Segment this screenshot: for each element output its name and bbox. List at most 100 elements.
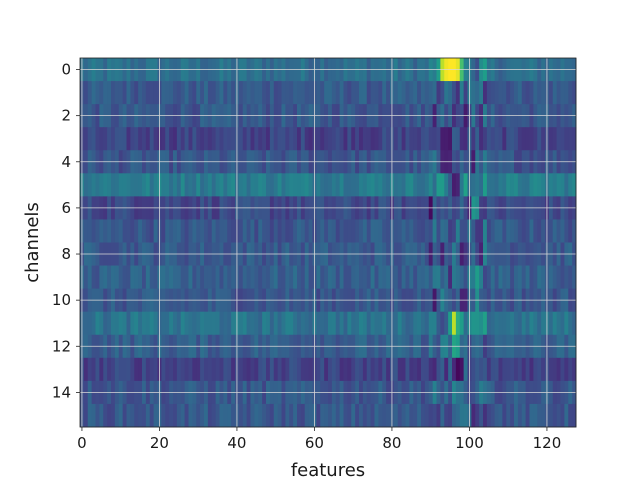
heatmap-cell — [324, 357, 329, 382]
heatmap-cell — [184, 357, 189, 382]
heatmap-cell — [250, 81, 255, 105]
heatmap-cell — [297, 219, 302, 243]
heatmap-cell — [250, 357, 255, 382]
heatmap-cell — [548, 81, 554, 105]
heatmap-cell — [343, 403, 348, 428]
heatmap-cell — [483, 265, 488, 290]
heatmap-cell — [316, 357, 321, 382]
heatmap-cell — [339, 265, 344, 290]
heatmap-cell — [215, 403, 220, 428]
heatmap-cell — [281, 403, 286, 428]
heatmap-cell — [207, 219, 213, 243]
heatmap-cell — [444, 311, 449, 336]
heatmap-cell — [281, 311, 286, 336]
heatmap-cell — [281, 127, 286, 151]
heatmap-cell — [339, 219, 344, 243]
heatmap-cell — [83, 81, 89, 105]
heatmap-cell — [188, 81, 193, 105]
heatmap-cell — [335, 357, 341, 382]
heatmap-cell — [254, 403, 259, 428]
heatmap-cell — [99, 81, 104, 105]
heatmap-cell — [103, 265, 108, 290]
heatmap-cell — [145, 173, 151, 197]
heatmap-cell — [142, 81, 147, 105]
heatmap-cell — [281, 265, 286, 290]
heatmap-cell — [421, 357, 426, 382]
heatmap-cell — [266, 127, 271, 151]
heatmap-cell — [328, 357, 333, 382]
heatmap-cell — [483, 219, 488, 243]
heatmap-cell — [149, 357, 155, 382]
heatmap-cell — [343, 173, 348, 197]
heatmap-cell — [231, 311, 236, 336]
heatmap-cell — [405, 311, 410, 336]
heatmap-cell — [204, 219, 209, 243]
heatmap-cell — [424, 81, 430, 105]
heatmap-cell — [471, 311, 476, 336]
heatmap-cell — [176, 173, 182, 197]
heatmap-cell — [541, 127, 546, 151]
heatmap-cell — [130, 127, 135, 151]
heatmap-cell — [215, 127, 220, 151]
heatmap-cell — [483, 311, 488, 336]
heatmap-cell — [254, 357, 259, 382]
heatmap-cell — [440, 265, 445, 290]
heatmap-cell — [269, 173, 275, 197]
heatmap-cell — [359, 81, 364, 105]
heatmap-cell — [572, 403, 577, 428]
heatmap-cell — [122, 265, 127, 290]
x-tick-label: 40 — [227, 434, 246, 452]
heatmap-cell — [238, 81, 244, 105]
heatmap-cell — [409, 219, 414, 243]
heatmap-cell — [266, 403, 271, 428]
heatmap-cell — [440, 127, 445, 151]
heatmap-cell — [103, 173, 108, 197]
heatmap-cell — [564, 403, 569, 428]
heatmap-cell — [386, 403, 391, 428]
heatmap-cell — [250, 311, 255, 336]
heatmap-cell — [533, 403, 538, 428]
heatmap-cell — [180, 219, 186, 243]
heatmap-cell — [417, 357, 422, 382]
heatmap-cell — [370, 127, 375, 151]
heatmap-cell — [483, 403, 488, 428]
heatmap-cell — [219, 219, 224, 243]
heatmap-cell — [405, 265, 410, 290]
heatmap-cell — [149, 265, 155, 290]
heatmap-cell — [331, 127, 337, 151]
heatmap-cell — [114, 403, 120, 428]
heatmap-cell — [138, 265, 143, 290]
heatmap-cell — [184, 81, 189, 105]
heatmap-cell — [328, 81, 333, 105]
heatmap-cell — [502, 403, 507, 428]
heatmap-cell — [161, 173, 166, 197]
heatmap-cell — [401, 219, 406, 243]
heatmap-cell — [343, 127, 348, 151]
heatmap-cell — [525, 219, 530, 243]
heatmap-cell — [397, 357, 403, 382]
heatmap-cell — [169, 219, 174, 243]
heatmap-cell — [227, 173, 232, 197]
heatmap-cell — [428, 81, 434, 105]
heatmap-cell — [324, 311, 329, 336]
heatmap-cell — [165, 265, 170, 290]
heatmap-cell — [362, 219, 368, 243]
heatmap-cell — [510, 357, 515, 382]
heatmap-cell — [479, 81, 484, 105]
heatmap-cell — [355, 403, 360, 428]
heatmap-cell — [428, 403, 434, 428]
heatmap-cell — [459, 357, 465, 382]
heatmap-cell — [114, 357, 120, 382]
heatmap-cell — [541, 81, 546, 105]
heatmap-cell — [421, 219, 426, 243]
heatmap-cell — [304, 173, 310, 197]
heatmap-cell — [514, 127, 519, 151]
heatmap-cell — [537, 173, 542, 197]
heatmap-cell — [316, 173, 321, 197]
heatmap-cell — [87, 403, 93, 428]
heatmap-cell — [479, 127, 484, 151]
heatmap-cell — [285, 173, 290, 197]
heatmap-cell — [486, 311, 492, 336]
heatmap-cell — [169, 81, 174, 105]
heatmap-cell — [397, 265, 403, 290]
